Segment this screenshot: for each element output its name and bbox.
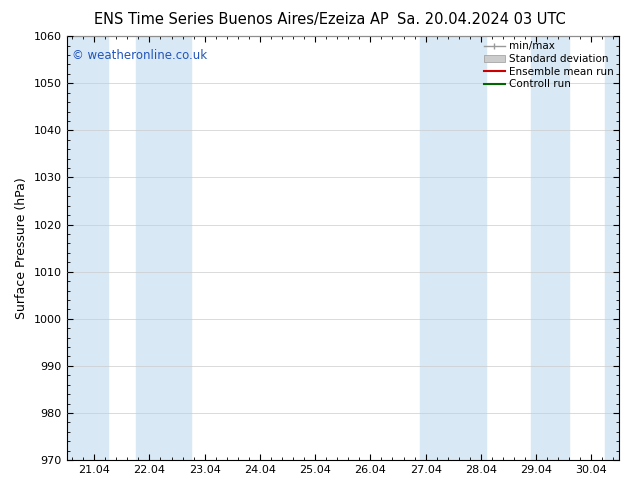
Legend: min/max, Standard deviation, Ensemble mean run, Controll run: min/max, Standard deviation, Ensemble me… xyxy=(482,39,616,91)
Y-axis label: Surface Pressure (hPa): Surface Pressure (hPa) xyxy=(15,177,28,319)
Bar xyxy=(67,36,108,460)
Text: ENS Time Series Buenos Aires/Ezeiza AP: ENS Time Series Buenos Aires/Ezeiza AP xyxy=(94,12,388,27)
Bar xyxy=(420,36,486,460)
Text: Sa. 20.04.2024 03 UTC: Sa. 20.04.2024 03 UTC xyxy=(398,12,566,27)
Bar xyxy=(605,36,619,460)
Text: © weatheronline.co.uk: © weatheronline.co.uk xyxy=(72,49,207,62)
Bar xyxy=(136,36,191,460)
Bar xyxy=(531,36,569,460)
